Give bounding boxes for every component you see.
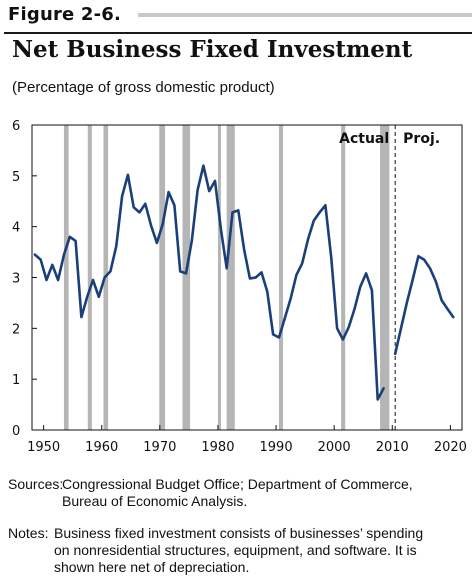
x-tick-label: 2000 — [318, 440, 351, 455]
x-tick-label: 1950 — [27, 440, 60, 455]
data-lines — [33, 164, 455, 401]
sources-label: Sources: — [8, 476, 64, 492]
sources-line: Bureau of Economic Analysis. — [62, 493, 248, 509]
axis-labels: 1950 1960 1970 1980 1990 2000 2010 2020 0 1 2 3 4 5 6 — [12, 119, 467, 455]
recession-bar — [217, 125, 221, 430]
chart-title: Net Business Fixed Investment — [12, 36, 413, 63]
y-tick-label: 6 — [12, 119, 20, 134]
x-tick-label: 1960 — [85, 440, 118, 455]
recession-bar — [159, 125, 166, 430]
plot-frame — [31, 124, 463, 431]
y-tick-label: 1 — [12, 373, 20, 388]
x-tick-label: 2020 — [434, 440, 467, 455]
recession-bar — [380, 125, 390, 430]
y-tick-label: 0 — [12, 424, 20, 439]
series-line-actual — [33, 164, 385, 401]
y-tick-label: 2 — [12, 322, 20, 337]
y-tick-label: 3 — [12, 272, 20, 287]
chart-subtitle: (Percentage of gross domestic product) — [12, 79, 275, 96]
annotation-projected: Proj. — [403, 131, 440, 147]
recession-bar — [341, 125, 346, 430]
y-tick-label: 4 — [12, 221, 20, 236]
notes-line: on nonresidential structures, equipment,… — [54, 542, 417, 558]
notes-line: Business fixed investment consists of bu… — [54, 525, 424, 541]
recession-bar — [278, 125, 284, 430]
annotation-actual: Actual — [339, 131, 389, 147]
series-line-projected — [393, 254, 455, 356]
recession-bar — [226, 125, 235, 430]
recession-bar — [63, 125, 69, 430]
title-rule — [4, 32, 472, 34]
recession-bars — [63, 125, 390, 430]
x-tick-label: 1970 — [143, 440, 176, 455]
x-tick-label: 1980 — [201, 440, 234, 455]
notes-label: Notes: — [8, 525, 49, 541]
chart-svg: Actual Proj. 1950 1960 1970 1980 1990 2000 201… — [12, 119, 467, 455]
sources-line: Congressional Budget Office; Department … — [62, 476, 413, 492]
recession-bar — [87, 125, 92, 430]
y-tick-label: 5 — [12, 170, 20, 185]
x-tick-label: 2010 — [376, 440, 409, 455]
header-rule — [138, 13, 472, 17]
figure-label: Figure 2-6. — [8, 4, 122, 25]
notes-line: shown here net of depreciation. — [54, 559, 250, 575]
x-tick-label: 1990 — [260, 440, 293, 455]
recession-bar — [182, 125, 191, 430]
axis-ticks — [32, 124, 451, 431]
